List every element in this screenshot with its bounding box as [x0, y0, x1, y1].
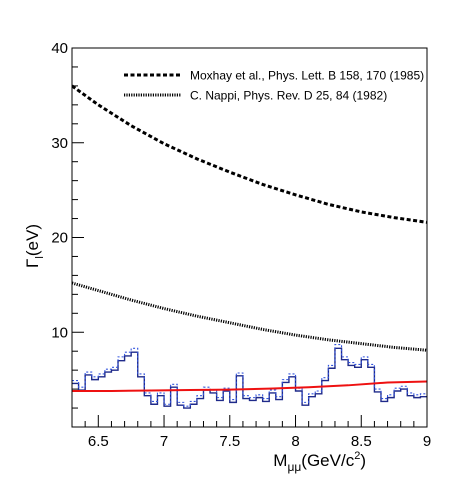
- x-tick-label: 7.5: [219, 433, 240, 450]
- nappi-curve: [72, 281, 427, 352]
- y-tick-label: 40: [51, 40, 68, 57]
- x-tick-label: 9: [423, 433, 431, 450]
- legend: Moxhay et al., Phys. Lett. B 158, 170 (1…: [124, 69, 424, 103]
- histogram-solid: [72, 347, 427, 409]
- x-tick-label: 6.5: [88, 433, 109, 450]
- legend-entry-label: C. Nappi, Phys. Rev. D 25, 84 (1982): [190, 89, 387, 103]
- x-axis-title: Mμμ(GeV/c2): [273, 450, 366, 474]
- x-tick-label: 7: [160, 433, 168, 450]
- histogram-dashed: [72, 344, 427, 407]
- y-axis-title: Γl(eV): [23, 224, 46, 268]
- y-tick-label: 30: [51, 135, 68, 152]
- moxhay-curve: [72, 84, 427, 224]
- fit-curve: [72, 380, 427, 392]
- axis-ticks: 6.5 7 7.5 8 8.5 9 10 20 30 40: [51, 40, 431, 450]
- y-tick-label: 20: [51, 230, 68, 247]
- x-tick-label: 8: [291, 433, 299, 450]
- y-tick-label: 10: [51, 324, 68, 341]
- legend-entry-label: Moxhay et al., Phys. Lett. B 158, 170 (1…: [190, 69, 424, 83]
- x-tick-label: 8.5: [351, 433, 372, 450]
- series-layer: [72, 84, 427, 409]
